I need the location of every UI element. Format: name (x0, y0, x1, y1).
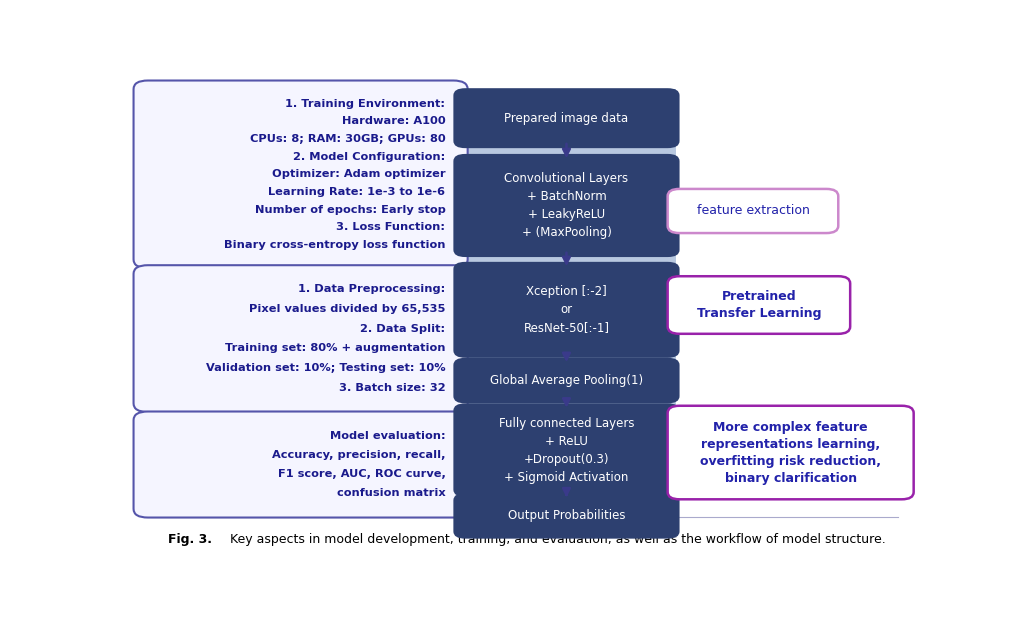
Text: Optimizer: Adam optimizer: Optimizer: Adam optimizer (271, 169, 445, 179)
FancyBboxPatch shape (454, 88, 680, 148)
FancyBboxPatch shape (668, 406, 913, 499)
FancyBboxPatch shape (454, 403, 680, 497)
Text: feature extraction: feature extraction (696, 204, 809, 217)
Text: 1. Data Preprocessing:: 1. Data Preprocessing: (298, 285, 445, 295)
Text: Training set: 80% + augmentation: Training set: 80% + augmentation (225, 343, 445, 353)
Text: Prepared image data: Prepared image data (505, 112, 629, 125)
Text: Xception [:-2]
or
ResNet-50[:-1]: Xception [:-2] or ResNet-50[:-1] (523, 285, 609, 335)
FancyBboxPatch shape (454, 493, 680, 539)
Text: Validation set: 10%; Testing set: 10%: Validation set: 10%; Testing set: 10% (206, 363, 445, 373)
Text: Model evaluation:: Model evaluation: (330, 430, 445, 440)
Text: F1 score, AUC, ROC curve,: F1 score, AUC, ROC curve, (278, 469, 445, 479)
Text: Hardware: A100: Hardware: A100 (342, 117, 445, 126)
FancyBboxPatch shape (458, 89, 676, 509)
FancyBboxPatch shape (133, 412, 468, 518)
FancyBboxPatch shape (454, 358, 680, 403)
Text: Global Average Pooling(1): Global Average Pooling(1) (489, 374, 643, 387)
FancyBboxPatch shape (454, 154, 680, 257)
Text: Number of epochs: Early stop: Number of epochs: Early stop (255, 204, 445, 214)
FancyBboxPatch shape (668, 276, 850, 334)
Text: More complex feature
representations learning,
overfitting risk reduction,
binar: More complex feature representations lea… (700, 421, 882, 485)
Text: 3. Loss Function:: 3. Loss Function: (337, 222, 445, 232)
Text: Accuracy, precision, recall,: Accuracy, precision, recall, (272, 450, 445, 460)
Text: Learning Rate: 1e-3 to 1e-6: Learning Rate: 1e-3 to 1e-6 (268, 187, 445, 197)
FancyBboxPatch shape (133, 265, 468, 412)
Text: 1. Training Environment:: 1. Training Environment: (286, 98, 445, 109)
FancyBboxPatch shape (454, 262, 680, 358)
Text: 3. Batch size: 32: 3. Batch size: 32 (339, 383, 445, 392)
Text: Convolutional Layers
+ BatchNorm
+ LeakyReLU
+ (MaxPooling): Convolutional Layers + BatchNorm + Leaky… (505, 172, 629, 239)
FancyBboxPatch shape (668, 189, 839, 233)
Text: 2. Data Split:: 2. Data Split: (360, 324, 445, 334)
Text: 2. Model Configuration:: 2. Model Configuration: (293, 151, 445, 161)
Text: Fully connected Layers
+ ReLU
+Dropout(0.3)
+ Sigmoid Activation: Fully connected Layers + ReLU +Dropout(0… (499, 417, 634, 483)
Text: CPUs: 8; RAM: 30GB; GPUs: 80: CPUs: 8; RAM: 30GB; GPUs: 80 (250, 134, 445, 144)
Text: confusion matrix: confusion matrix (337, 488, 445, 498)
Text: Binary cross-entropy loss function: Binary cross-entropy loss function (224, 240, 445, 250)
Text: Fig. 3.: Fig. 3. (168, 533, 212, 546)
Text: Key aspects in model development, training, and evaluation, as well as the workf: Key aspects in model development, traini… (221, 533, 886, 546)
FancyBboxPatch shape (133, 80, 468, 268)
Text: Pretrained
Transfer Learning: Pretrained Transfer Learning (696, 290, 821, 320)
Text: Output Probabilities: Output Probabilities (508, 510, 626, 522)
Text: Pixel values divided by 65,535: Pixel values divided by 65,535 (249, 304, 445, 314)
